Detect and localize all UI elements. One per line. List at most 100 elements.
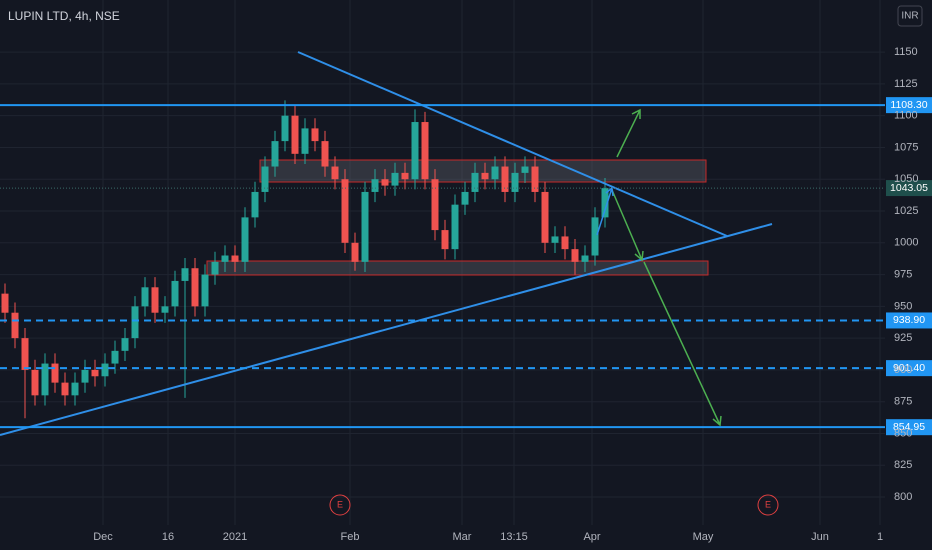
x-tick-label: May	[693, 531, 714, 543]
resistance-zone	[259, 159, 707, 183]
candle-body	[441, 230, 449, 250]
candle-body	[201, 274, 209, 307]
candle-body	[491, 166, 499, 180]
support-zone	[206, 260, 709, 276]
candle-body	[321, 141, 329, 167]
candle-body	[451, 204, 459, 250]
candle-body	[341, 179, 349, 243]
y-tick-label: 1050	[894, 173, 918, 185]
candle-body	[121, 338, 129, 351]
candle-body	[481, 172, 489, 180]
y-tick-label: 900	[894, 364, 912, 376]
candle-body	[421, 122, 429, 180]
currency: INR	[901, 11, 918, 22]
x-tick-label: Dec	[93, 531, 113, 543]
candle-body	[91, 369, 99, 377]
candle-body	[101, 363, 109, 377]
candle-body	[51, 363, 59, 383]
y-tick-label: 1025	[894, 205, 918, 217]
candle-body	[571, 249, 579, 262]
y-tick-label: 875	[894, 396, 912, 408]
x-tick-label: 16	[162, 531, 174, 543]
candle-body	[281, 115, 289, 142]
candle-body	[251, 191, 259, 218]
y-tick-label: 925	[894, 332, 912, 344]
candle-body	[131, 306, 139, 339]
level-label: 854.95	[893, 421, 925, 433]
candle-body	[381, 179, 389, 186]
candle-body	[551, 236, 559, 243]
x-tick-label: 13:15	[500, 531, 528, 543]
level-label: 1108.30	[890, 99, 927, 111]
up-arrow	[616, 108, 641, 158]
candle-body	[81, 369, 89, 383]
candle-body	[71, 382, 79, 396]
x-tick-label: Feb	[341, 531, 360, 543]
candle-body	[311, 128, 319, 142]
candle-body	[41, 363, 49, 396]
x-tick-label: 1	[877, 531, 883, 543]
candle-body	[501, 166, 509, 192]
candle-body	[221, 255, 229, 262]
candle-body	[301, 128, 309, 154]
candle-body	[511, 172, 519, 192]
candle-body	[61, 382, 69, 396]
candle-body	[531, 166, 539, 192]
candle-body	[151, 287, 159, 313]
candle-body	[21, 338, 29, 370]
candle-body	[521, 166, 529, 173]
x-tick-label: Apr	[583, 531, 600, 543]
y-tick-label: 1100	[894, 110, 918, 122]
chart-title: LUPIN LTD, 4h, NSE	[8, 9, 120, 23]
price-badge	[886, 180, 932, 197]
candle-body	[1, 293, 9, 313]
y-tick-label: 800	[894, 491, 912, 503]
down-arrow	[611, 189, 644, 262]
candle-body	[261, 166, 269, 192]
y-tick-label: 1125	[894, 78, 918, 90]
candle-body	[411, 122, 419, 180]
candle-body	[11, 312, 19, 339]
grid	[0, 0, 885, 525]
upper-trendline	[297, 51, 728, 237]
candle-body	[211, 261, 219, 275]
candle-body	[291, 115, 299, 154]
event-marker[interactable]	[329, 494, 351, 516]
y-tick-label: 850	[894, 427, 912, 439]
y-tick-label: 825	[894, 459, 912, 471]
candle-body	[581, 255, 589, 262]
candle-body	[231, 255, 239, 262]
x-tick-label: 2021	[223, 531, 247, 543]
candle-body	[241, 217, 249, 262]
candle-body	[171, 280, 179, 307]
y-tick-label: 950	[894, 300, 912, 312]
candle-body	[391, 172, 399, 186]
price-badge	[886, 312, 932, 329]
currency-badge[interactable]	[897, 5, 923, 27]
y-tick-label: 1075	[894, 141, 918, 153]
candle-body	[591, 217, 599, 256]
event-label: E	[765, 499, 771, 509]
candles	[1, 100, 609, 419]
candle-body	[541, 191, 549, 243]
candle-body	[271, 141, 279, 167]
candle-body	[111, 350, 119, 364]
y-tick-label: 975	[894, 268, 912, 280]
candle-body	[351, 242, 359, 262]
x-tick-label: Mar	[453, 531, 472, 543]
candle-body	[141, 287, 149, 307]
candle-body	[431, 179, 439, 231]
last-price-label: 1043.05	[890, 182, 928, 194]
candle-body	[361, 191, 369, 262]
candle-body	[191, 268, 199, 307]
price-badge	[886, 419, 932, 436]
arrows	[611, 108, 722, 427]
candle-body	[461, 191, 469, 205]
event-marker[interactable]	[757, 494, 779, 516]
x-tick-label: Jun	[811, 531, 829, 543]
candle-body	[561, 236, 569, 250]
candle-body	[161, 306, 169, 313]
level-label: 938.90	[893, 314, 925, 326]
candle-body	[601, 188, 609, 218]
